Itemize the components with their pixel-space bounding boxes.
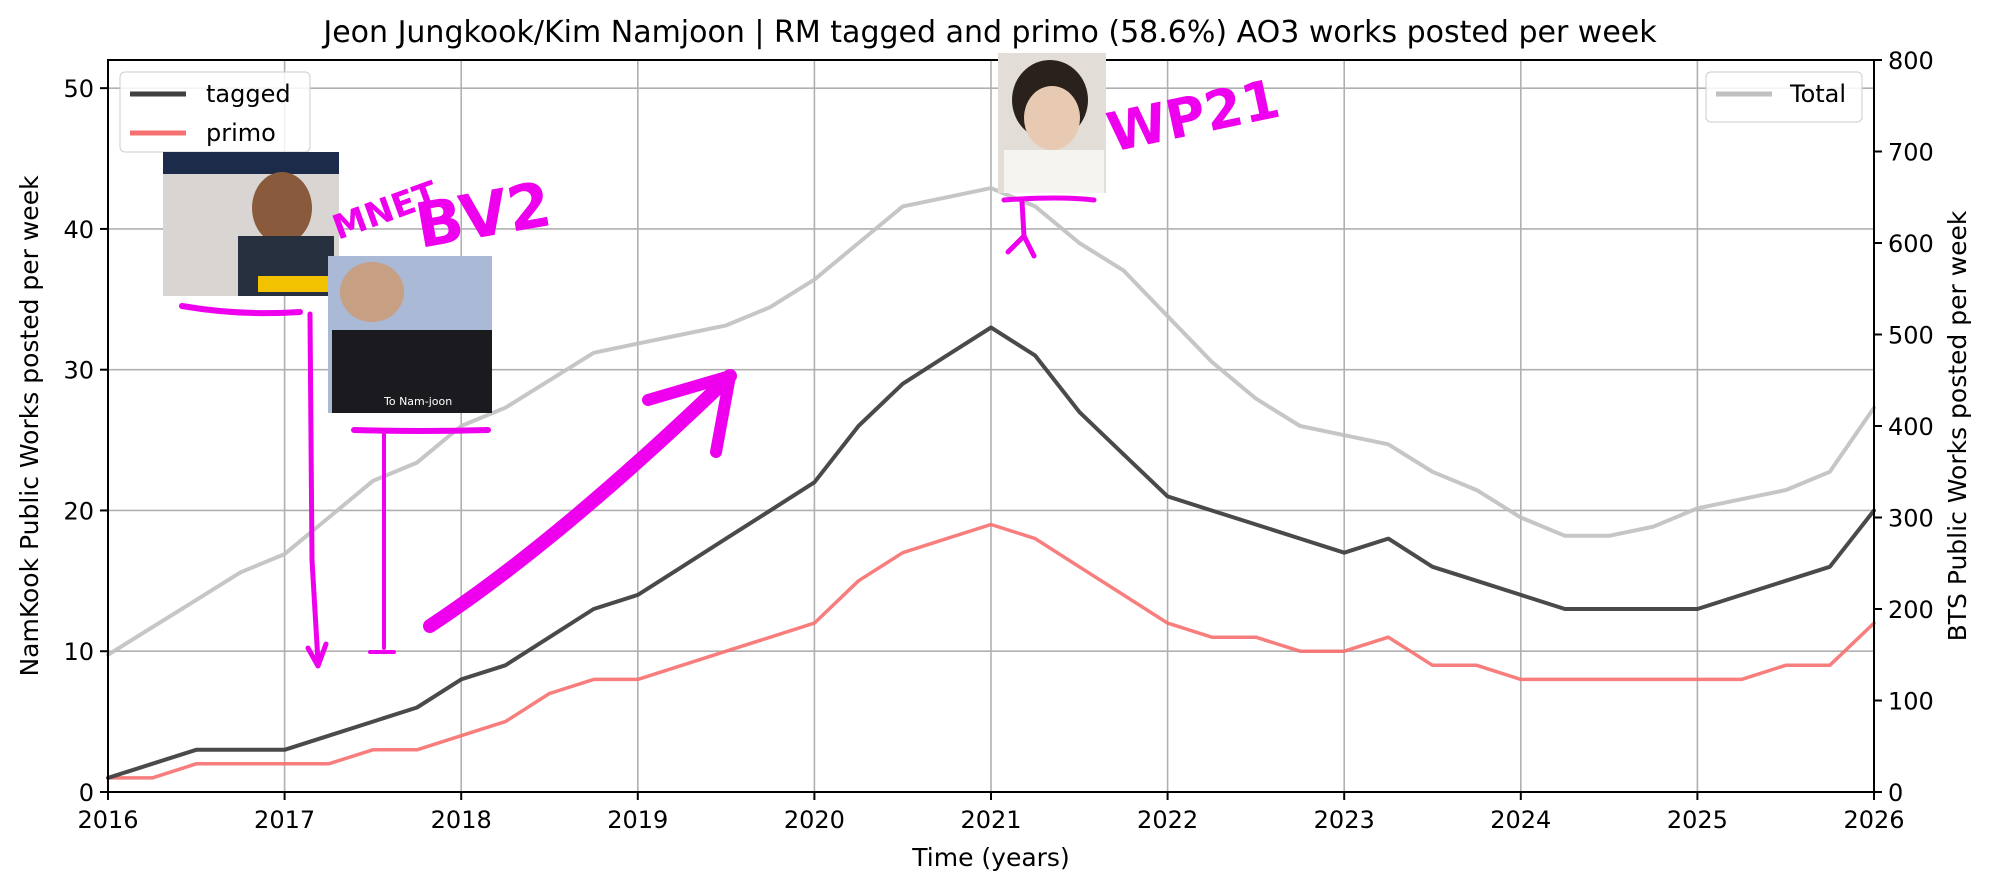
x-tick-label: 2024 [1490,806,1551,834]
right-y-tick-label: 200 [1888,596,1934,624]
legend-left: tagged primo [119,71,311,153]
trend-arrowhead [642,370,736,458]
photo-wp21-face [1024,86,1080,150]
photo-mnet-clip [163,152,339,296]
photo-mnet-banner [163,152,339,174]
legend-total-label: Total [1789,80,1846,108]
trend-arrow [423,369,737,633]
right-y-axis-ticks: 0 100 200 300 400 500 600 700 800 [1874,47,1934,807]
chart-title: Jeon Jungkook/Kim Namjoon | RM tagged an… [321,15,1657,50]
legend-tagged-label: tagged [206,80,291,108]
left-y-tick-label: 10 [63,638,94,666]
right-y-axis-label: BTS Public Works posted per week [1943,210,1972,641]
photo-wp21-sweater [1004,150,1104,193]
left-y-tick-label: 0 [79,779,94,807]
right-y-tick-label: 400 [1888,413,1934,441]
x-tick-label: 2017 [254,806,315,834]
x-tick-label: 2023 [1314,806,1375,834]
series-line-total [106,186,1876,657]
photo-wp21-clip [998,53,1106,193]
bv2-bracket [351,427,491,434]
primo-series-group [106,522,1876,780]
left-y-tick-label: 50 [63,75,94,103]
x-axis-ticks: 2016 2017 2018 2019 2020 2021 2022 2023 2024 2025… [77,792,1905,834]
series-line-tagged [106,325,1876,780]
series-line-primo [106,522,1876,780]
magenta-annotations [179,195,1097,669]
right-y-tick-label: 700 [1888,139,1934,167]
annotation-wp21: WP21 [1102,67,1286,165]
left-y-axis-ticks: 0 10 20 30 40 50 [63,75,108,807]
x-axis-label: Time (years) [911,843,1069,872]
wp21-bracket [1001,195,1097,203]
x-tick-label: 2019 [607,806,668,834]
x-tick-label: 2016 [77,806,138,834]
legend-right-box [1705,71,1863,123]
photo-mnet-person-head [252,172,312,244]
left-y-tick-label: 40 [63,216,94,244]
photo-bv2-caption: To Nam-joon [383,395,452,408]
x-tick-label: 2026 [1843,806,1904,834]
gridlines [107,60,1875,793]
right-y-tick-label: 600 [1888,230,1934,258]
right-y-tick-label: 100 [1888,688,1934,716]
left-y-tick-label: 20 [63,497,94,525]
right-y-tick-label: 500 [1888,322,1934,350]
x-tick-label: 2022 [1137,806,1198,834]
right-y-tick-label: 0 [1888,779,1903,807]
x-tick-label: 2025 [1667,806,1728,834]
x-tick-label: 2020 [784,806,845,834]
photo-bv2-person-head [340,262,404,322]
wp21-stem [1005,199,1037,259]
legend-right: Total [1705,71,1863,123]
photo-bv2-clip: To Nam-joon [328,256,492,413]
legend-primo-label: primo [206,119,276,147]
photo-mnet-subtitle [258,276,330,292]
right-y-tick-label: 800 [1888,47,1934,75]
tagged-series-group [106,325,1876,780]
right-y-tick-label: 300 [1888,505,1934,533]
total-series-group [106,186,1876,657]
x-tick-label: 2021 [960,806,1021,834]
photo-bv2-person-body [332,330,492,413]
x-tick-label: 2018 [431,806,492,834]
left-y-axis-label: NamKook Public Works posted per week [15,175,44,677]
mnet-arrow [307,311,321,665]
mnet-bracket [179,303,303,317]
left-y-tick-label: 30 [63,357,94,385]
mnet-arrowhead [305,641,329,669]
